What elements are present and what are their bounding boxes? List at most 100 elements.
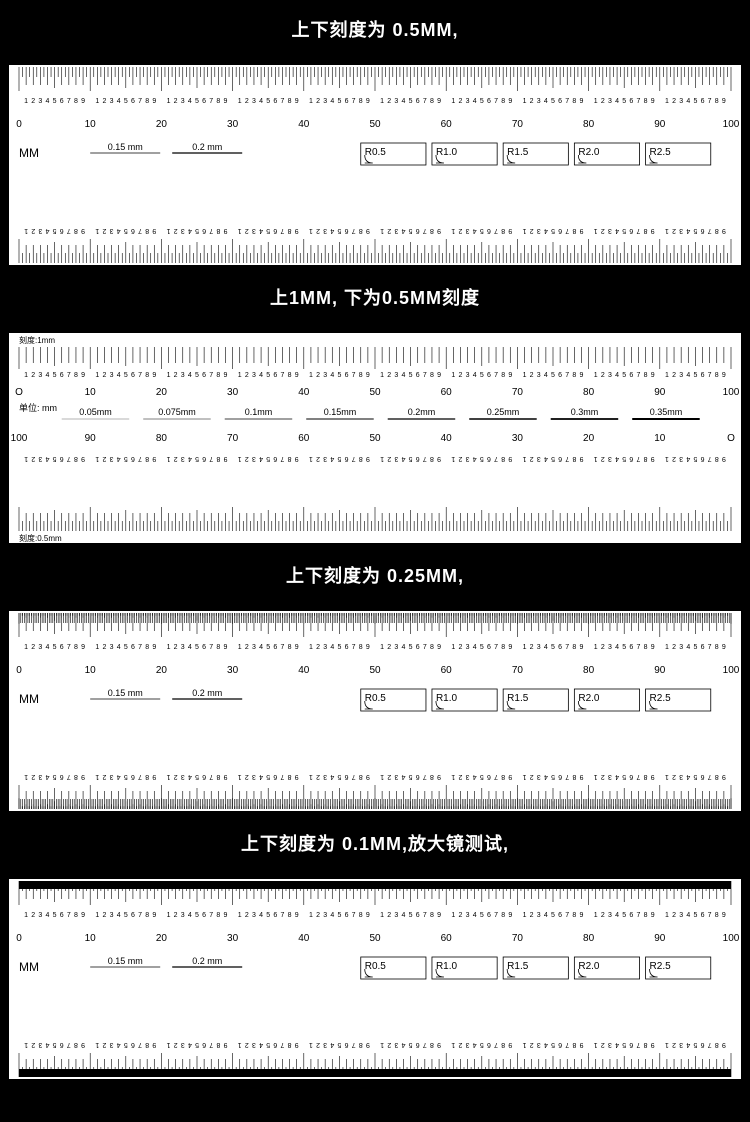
svg-text:5: 5 <box>693 98 697 105</box>
svg-text:5: 5 <box>195 1041 199 1048</box>
svg-text:R1.0: R1.0 <box>436 147 458 158</box>
svg-text:5: 5 <box>480 372 484 379</box>
svg-text:7: 7 <box>280 98 284 105</box>
svg-text:9: 9 <box>295 644 299 651</box>
svg-text:1: 1 <box>95 372 99 379</box>
svg-text:2: 2 <box>672 912 676 919</box>
svg-text:9: 9 <box>437 912 441 919</box>
svg-text:4: 4 <box>686 98 690 105</box>
svg-text:9: 9 <box>722 912 726 919</box>
svg-text:8: 8 <box>501 98 505 105</box>
svg-text:1: 1 <box>238 644 242 651</box>
svg-text:0.15 mm: 0.15 mm <box>108 956 143 966</box>
svg-text:100: 100 <box>11 433 28 444</box>
svg-text:6: 6 <box>345 98 349 105</box>
svg-text:3: 3 <box>679 773 683 780</box>
svg-text:2: 2 <box>31 227 35 234</box>
svg-text:1: 1 <box>309 912 313 919</box>
svg-text:1: 1 <box>523 912 527 919</box>
svg-text:7: 7 <box>494 98 498 105</box>
svg-text:7: 7 <box>138 1041 142 1048</box>
svg-text:1: 1 <box>166 455 170 462</box>
svg-text:4: 4 <box>686 1041 690 1048</box>
svg-text:7: 7 <box>352 372 356 379</box>
svg-text:3: 3 <box>323 1041 327 1048</box>
svg-text:20: 20 <box>156 665 168 676</box>
svg-text:1: 1 <box>309 644 313 651</box>
svg-text:2: 2 <box>601 644 605 651</box>
svg-text:7: 7 <box>708 644 712 651</box>
svg-text:5: 5 <box>53 455 57 462</box>
svg-text:5: 5 <box>551 1041 555 1048</box>
svg-text:8: 8 <box>359 455 363 462</box>
svg-text:6: 6 <box>60 98 64 105</box>
svg-text:1: 1 <box>380 455 384 462</box>
svg-text:2: 2 <box>316 644 320 651</box>
svg-text:30: 30 <box>227 933 239 944</box>
svg-text:8: 8 <box>288 455 292 462</box>
svg-text:4: 4 <box>330 1041 334 1048</box>
svg-text:3: 3 <box>537 372 541 379</box>
svg-text:2: 2 <box>601 773 605 780</box>
svg-text:2: 2 <box>530 455 534 462</box>
svg-text:1: 1 <box>24 912 28 919</box>
svg-text:9: 9 <box>152 644 156 651</box>
svg-text:2: 2 <box>316 455 320 462</box>
svg-text:9: 9 <box>437 455 441 462</box>
svg-text:4: 4 <box>615 912 619 919</box>
svg-text:1: 1 <box>451 644 455 651</box>
svg-text:7: 7 <box>494 912 498 919</box>
svg-text:4: 4 <box>188 455 192 462</box>
svg-text:2: 2 <box>387 372 391 379</box>
svg-text:4: 4 <box>46 372 50 379</box>
svg-text:4: 4 <box>259 98 263 105</box>
svg-text:5: 5 <box>337 912 341 919</box>
svg-text:1: 1 <box>24 227 28 234</box>
svg-text:2: 2 <box>245 773 249 780</box>
svg-text:4: 4 <box>330 773 334 780</box>
svg-text:70: 70 <box>512 387 524 398</box>
svg-text:8: 8 <box>572 372 576 379</box>
svg-text:8: 8 <box>74 98 78 105</box>
svg-text:5: 5 <box>409 227 413 234</box>
svg-text:6: 6 <box>273 372 277 379</box>
svg-text:7: 7 <box>67 644 71 651</box>
svg-text:1: 1 <box>523 372 527 379</box>
svg-text:2: 2 <box>601 1041 605 1048</box>
svg-text:6: 6 <box>558 912 562 919</box>
svg-text:2: 2 <box>245 912 249 919</box>
svg-text:4: 4 <box>117 455 121 462</box>
svg-text:3: 3 <box>252 455 256 462</box>
svg-text:5: 5 <box>551 98 555 105</box>
svg-text:9: 9 <box>295 227 299 234</box>
svg-text:5: 5 <box>337 227 341 234</box>
svg-text:8: 8 <box>572 773 576 780</box>
svg-text:9: 9 <box>580 98 584 105</box>
svg-text:9: 9 <box>722 227 726 234</box>
svg-text:9: 9 <box>81 644 85 651</box>
svg-text:80: 80 <box>583 119 595 130</box>
svg-text:4: 4 <box>259 644 263 651</box>
svg-text:4: 4 <box>188 227 192 234</box>
svg-text:8: 8 <box>430 912 434 919</box>
svg-text:3: 3 <box>466 644 470 651</box>
svg-text:2: 2 <box>530 372 534 379</box>
svg-text:7: 7 <box>423 455 427 462</box>
svg-text:3: 3 <box>537 644 541 651</box>
svg-text:9: 9 <box>579 227 583 234</box>
svg-text:6: 6 <box>345 644 349 651</box>
svg-text:7: 7 <box>352 455 356 462</box>
svg-text:2: 2 <box>174 455 178 462</box>
svg-text:5: 5 <box>53 372 57 379</box>
svg-text:9: 9 <box>651 372 655 379</box>
svg-text:8: 8 <box>145 912 149 919</box>
svg-text:2: 2 <box>672 98 676 105</box>
svg-text:3: 3 <box>394 372 398 379</box>
svg-text:6: 6 <box>487 227 491 234</box>
svg-text:0.05mm: 0.05mm <box>79 407 112 417</box>
svg-text:70: 70 <box>512 665 524 676</box>
svg-text:6: 6 <box>202 372 206 379</box>
svg-text:1: 1 <box>167 644 171 651</box>
svg-text:1: 1 <box>594 455 598 462</box>
svg-text:40: 40 <box>298 933 310 944</box>
